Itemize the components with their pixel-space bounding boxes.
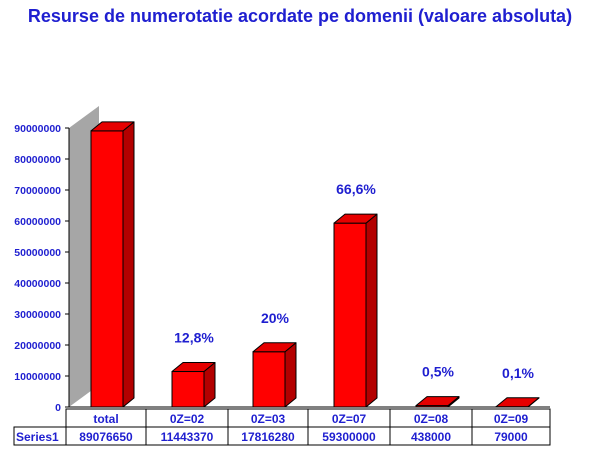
x-category-label: 0Z=09 bbox=[494, 412, 529, 426]
percent-label: 66,6% bbox=[336, 181, 376, 197]
bar-top bbox=[415, 396, 460, 407]
chart-title: Resurse de numerotatie acordate pe domen… bbox=[27, 6, 573, 26]
bar-top bbox=[171, 362, 216, 373]
bar-side bbox=[284, 342, 297, 408]
bar-front bbox=[333, 222, 367, 408]
bar bbox=[495, 397, 540, 408]
y-tick-label: 90000000 bbox=[14, 123, 61, 135]
bar-top bbox=[252, 342, 297, 353]
bar bbox=[171, 362, 216, 408]
y-tick-label: 30000000 bbox=[14, 309, 61, 321]
y-tick-label: 40000000 bbox=[14, 278, 61, 290]
y-tick-label: 20000000 bbox=[14, 340, 61, 352]
y-tick-label: 50000000 bbox=[14, 247, 61, 259]
x-category-label: 0Z=03 bbox=[251, 412, 286, 426]
bar-top bbox=[90, 121, 135, 132]
data-table: Series1 total 89076650 0Z=02 11443370 0Z=03 17… bbox=[13, 408, 551, 446]
percent-label: 20% bbox=[261, 310, 290, 326]
percent-label: 0,1% bbox=[502, 365, 534, 381]
bar-front bbox=[171, 371, 205, 408]
y-tick-label: 0 bbox=[55, 402, 61, 414]
x-category-label: 0Z=08 bbox=[414, 412, 449, 426]
x-category-label: 0Z=07 bbox=[332, 412, 367, 426]
y-axis: 0 10000000 20000000 30000000 40000000 5000000… bbox=[14, 123, 550, 414]
table-value-label: 89076650 bbox=[79, 430, 133, 444]
bars bbox=[90, 121, 540, 408]
bar-top bbox=[333, 213, 378, 224]
percent-label: 12,8% bbox=[174, 330, 214, 346]
x-category-label: 0Z=02 bbox=[170, 412, 205, 426]
bar bbox=[252, 342, 297, 408]
percent-label: 0,5% bbox=[422, 364, 454, 380]
y-tick-label: 60000000 bbox=[14, 216, 61, 228]
bar bbox=[90, 121, 135, 408]
bar-front bbox=[90, 130, 124, 408]
y-tick-label: 10000000 bbox=[14, 371, 61, 383]
x-category-label: total bbox=[93, 412, 118, 426]
series-name-cell: Series1 bbox=[16, 430, 59, 444]
table-value-label: 17816280 bbox=[241, 430, 295, 444]
percent-annotations: 12,8% 20% 66,6% 0,5% 0,1% bbox=[174, 181, 534, 381]
table-value-label: 11443370 bbox=[161, 430, 214, 444]
y-tick-label: 80000000 bbox=[14, 154, 61, 166]
table-value-label: 79000 bbox=[494, 430, 528, 444]
bar-top bbox=[495, 397, 540, 408]
bar-side bbox=[122, 121, 135, 408]
table-value-cell bbox=[471, 426, 551, 446]
table-value-label: 438000 bbox=[411, 430, 451, 444]
bar bbox=[415, 396, 460, 408]
bar-side bbox=[365, 213, 378, 408]
table-value-label: 59300000 bbox=[322, 430, 376, 444]
y-tick-label: 70000000 bbox=[14, 185, 61, 197]
bar-front bbox=[252, 351, 286, 408]
bar bbox=[333, 213, 378, 408]
